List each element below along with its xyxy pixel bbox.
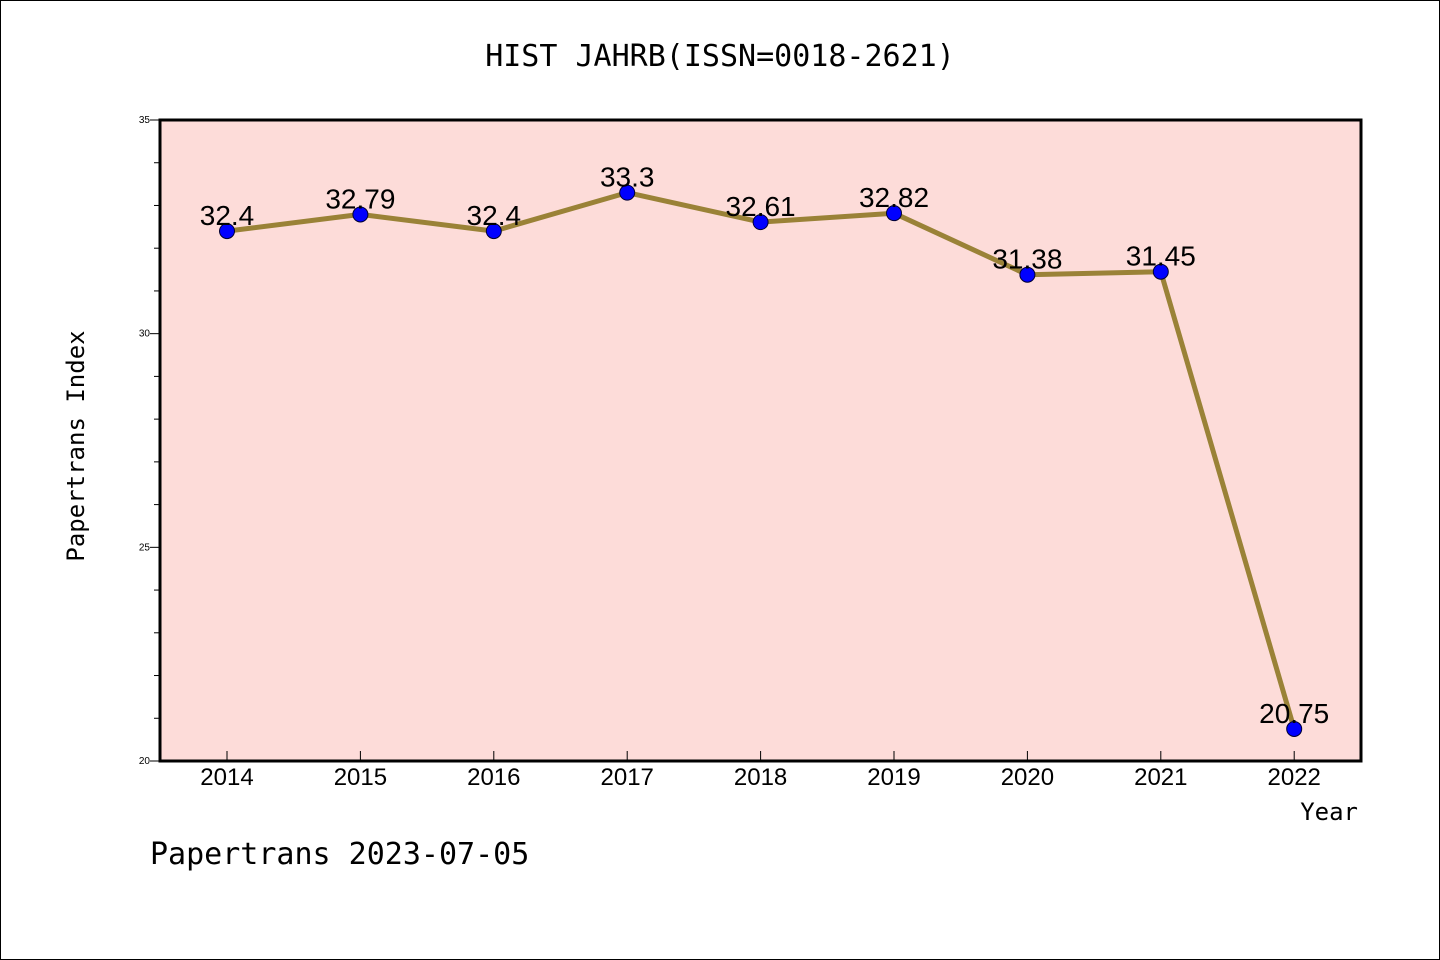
data-point-2022 [1286, 720, 1303, 737]
data-point-2020 [1019, 266, 1036, 283]
chart-title: HIST JAHRB(ISSN=0018-2621) [485, 39, 955, 74]
x-tick-label: 2016 [467, 764, 520, 791]
x-tick-label: 2021 [1134, 764, 1187, 791]
data-point-2019 [886, 205, 902, 222]
y-axis: 20 25 30 35 [139, 115, 160, 767]
data-point-2014 [219, 223, 235, 240]
x-tick-label: 2018 [734, 764, 787, 791]
data-label-2014: 32.4 [200, 200, 255, 231]
data-point-2021 [1152, 263, 1169, 280]
x-tick-label: 2014 [200, 764, 253, 791]
x-tick-label: 2017 [601, 764, 654, 791]
x-axis-label: Year [1300, 798, 1358, 826]
x-tick-label: 2022 [1268, 764, 1321, 791]
data-label-2016: 32.4 [467, 200, 522, 231]
x-tick-label: 2020 [1001, 764, 1054, 791]
data-point-2016 [485, 223, 502, 240]
data-point-2015 [352, 206, 369, 223]
y-tick-label: 30 [139, 329, 151, 340]
y-tick-label: 25 [139, 542, 151, 553]
data-labels: 32.4 32.79 32.4 33.3 32.61 32.82 31.38 31.45 20.… [200, 162, 1329, 729]
x-axis: 2014 2015 2016 2017 2018 2019 2020 2021 2022 [200, 751, 1321, 791]
data-label-2017: 33.3 [600, 162, 655, 193]
x-tick-label: 2015 [334, 764, 387, 791]
y-axis-label: Papertrans Index [62, 330, 90, 561]
data-label-2020: 31.38 [992, 244, 1062, 275]
data-point-2017 [619, 184, 636, 201]
data-point-2018 [752, 214, 769, 231]
y-tick-label: 35 [139, 115, 151, 126]
plot-border [158, 118, 1363, 763]
data-label-2021: 31.45 [1126, 241, 1196, 272]
y-tick-label: 20 [139, 756, 151, 767]
footer-credit: Papertrans 2023-07-05 [150, 837, 529, 872]
data-points [219, 184, 1303, 737]
data-label-2022: 20.75 [1259, 698, 1329, 729]
data-label-2015: 32.79 [325, 183, 395, 214]
x-tick-label: 2019 [867, 764, 920, 791]
data-label-2019: 32.82 [859, 182, 929, 213]
data-label-2018: 32.61 [726, 191, 796, 222]
